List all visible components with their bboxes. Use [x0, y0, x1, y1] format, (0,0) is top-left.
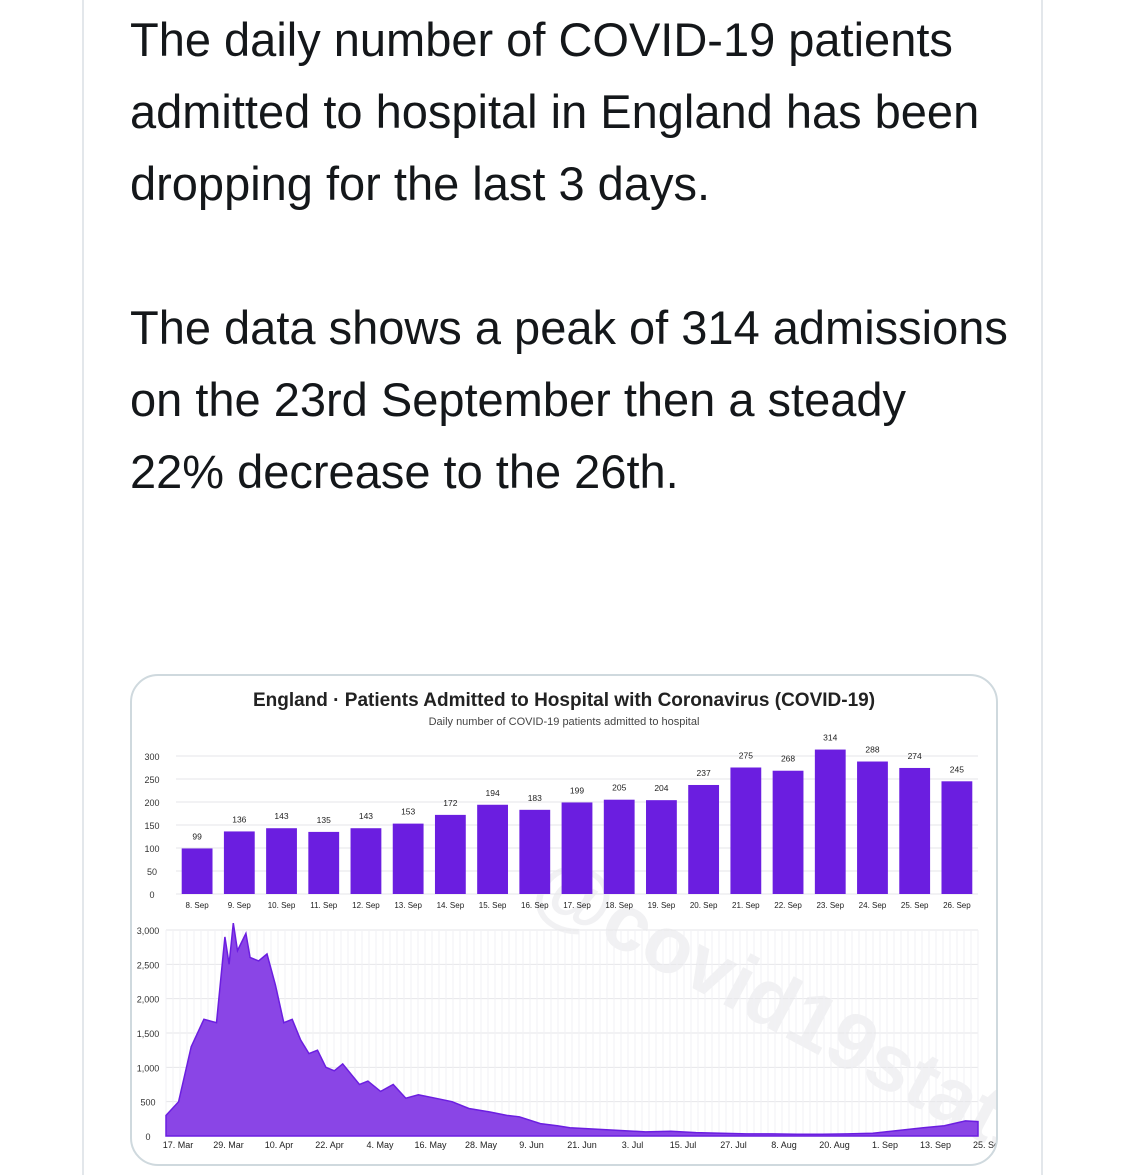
bar-x-tick-label: 8. Sep: [186, 901, 210, 910]
bar-1: [181, 848, 213, 894]
bar-x-tick-label: 9. Sep: [228, 901, 252, 910]
area-x-tick-label: 28. May: [465, 1140, 498, 1150]
bar-y-tick-label: 200: [144, 798, 159, 808]
timeline-rule-left: [82, 0, 84, 1175]
area-x-tick-label: 17. Mar: [163, 1140, 194, 1150]
area-x-tick-label: 1. Sep: [872, 1140, 898, 1150]
area-x-tick-label: 15. Jul: [670, 1140, 697, 1150]
bar-value-label: 314: [823, 733, 837, 743]
bar-13: [688, 784, 720, 894]
bar-value-label: 143: [359, 811, 373, 821]
bar-x-tick-label: 15. Sep: [479, 901, 507, 910]
area-x-tick-label: 29. Mar: [213, 1140, 244, 1150]
bar-9: [519, 809, 551, 894]
bar-6: [392, 823, 424, 894]
bar-x-tick-label: 12. Sep: [352, 901, 380, 910]
timeline-rule-right: [1041, 0, 1043, 1175]
area-y-tick-label: 2,500: [137, 960, 160, 970]
bar-x-tick-label: 22. Sep: [774, 901, 802, 910]
bar-8: [477, 804, 508, 894]
bar-16: [814, 749, 846, 894]
area-y-tick-label: 500: [140, 1098, 155, 1108]
area-x-tick-label: 9. Jun: [519, 1140, 544, 1150]
bar-y-tick-label: 150: [144, 821, 159, 831]
area-x-tick-label: 16. May: [414, 1140, 447, 1150]
bar-y-tick-label: 300: [144, 752, 159, 762]
bar-18: [899, 767, 931, 894]
tweet-media-card[interactable]: England · Patients Admitted to Hospital …: [130, 674, 998, 1166]
bar-x-tick-label: 16. Sep: [521, 901, 549, 910]
bar-3: [266, 828, 297, 894]
bar-x-tick-label: 21. Sep: [732, 901, 760, 910]
bar-2: [223, 831, 255, 894]
area-y-tick-label: 2,000: [137, 995, 160, 1005]
area-x-tick-label: 20. Aug: [819, 1140, 850, 1150]
bar-value-label: 99: [192, 831, 202, 841]
bar-value-label: 136: [232, 814, 246, 824]
area-x-tick-label: 4. May: [366, 1140, 394, 1150]
area-series: [165, 922, 979, 1137]
bar-value-label: 274: [908, 751, 922, 761]
bar-value-label: 135: [317, 815, 331, 825]
bar-value-label: 245: [950, 764, 964, 774]
bar-x-tick-label: 23. Sep: [816, 901, 844, 910]
bar-x-tick-label: 25. Sep: [901, 901, 929, 910]
bar-x-tick-label: 24. Sep: [859, 901, 887, 910]
area-x-tick-label: 13. Sep: [920, 1140, 951, 1150]
bar-value-label: 205: [612, 783, 626, 793]
bar-value-label: 143: [274, 811, 288, 821]
bar-x-tick-label: 11. Sep: [310, 901, 338, 910]
area-y-tick-label: 3,000: [137, 926, 160, 936]
bar-value-label: 199: [570, 785, 584, 795]
bar-x-tick-label: 14. Sep: [437, 901, 465, 910]
area-x-tick-label: 10. Apr: [265, 1140, 294, 1150]
bar-value-label: 288: [865, 745, 879, 755]
bar-x-tick-label: 17. Sep: [563, 901, 591, 910]
bar-y-tick-label: 250: [144, 775, 159, 785]
bar-12: [646, 800, 677, 894]
area-y-tick-label: 1,000: [137, 1063, 160, 1073]
chart-title: England · Patients Admitted to Hospital …: [252, 690, 876, 711]
area-x-tick-label: 25. Se: [973, 1140, 996, 1150]
bar-value-label: 172: [443, 798, 457, 808]
bar-x-tick-label: 10. Sep: [268, 901, 296, 910]
bar-7: [434, 814, 466, 894]
bar-value-label: 183: [528, 793, 542, 803]
bar-11: [603, 799, 635, 894]
bar-15: [772, 770, 804, 894]
area-x-tick-label: 27. Jul: [720, 1140, 747, 1150]
area-y-tick-label: 1,500: [137, 1029, 160, 1039]
bar-x-tick-label: 20. Sep: [690, 901, 718, 910]
bar-y-tick-label: 50: [147, 867, 157, 877]
chart-canvas: 0 50 100 150 200 250 300 99 8. Sep 136 9. Sep 143 10…: [137, 733, 996, 1150]
bar-value-label: 268: [781, 754, 795, 764]
area-x-tick-label: 3. Jul: [622, 1140, 644, 1150]
bar-x-tick-label: 18. Sep: [605, 901, 633, 910]
bar-x-tick-label: 26. Sep: [943, 901, 971, 910]
bar-5: [350, 828, 382, 894]
bar-y-tick-label: 100: [144, 844, 159, 854]
bar-x-tick-label: 19. Sep: [648, 901, 676, 910]
area-x-tick-label: 22. Apr: [315, 1140, 344, 1150]
area-x-tick-label: 8. Aug: [771, 1140, 797, 1150]
bar-value-label: 204: [654, 783, 668, 793]
area-y-tick-label: 0: [145, 1132, 150, 1142]
bar-19: [941, 781, 973, 894]
tweet-text: The daily number of COVID-19 patients ad…: [130, 13, 1008, 498]
bar-value-label: 153: [401, 807, 415, 817]
area-x-tick-label: 21. Jun: [567, 1140, 597, 1150]
bar-x-tick-label: 13. Sep: [394, 901, 422, 910]
bar-17: [857, 761, 888, 894]
bar-4: [308, 831, 340, 894]
bar-value-label: 194: [485, 788, 499, 798]
bar-value-label: 237: [697, 768, 711, 778]
bar-value-label: 275: [739, 751, 753, 761]
bar-y-tick-label: 0: [149, 890, 154, 900]
bar-14: [730, 767, 762, 894]
bar-10: [561, 802, 593, 894]
chart-subtitle: Daily number of COVID-19 patients admitt…: [428, 716, 700, 728]
